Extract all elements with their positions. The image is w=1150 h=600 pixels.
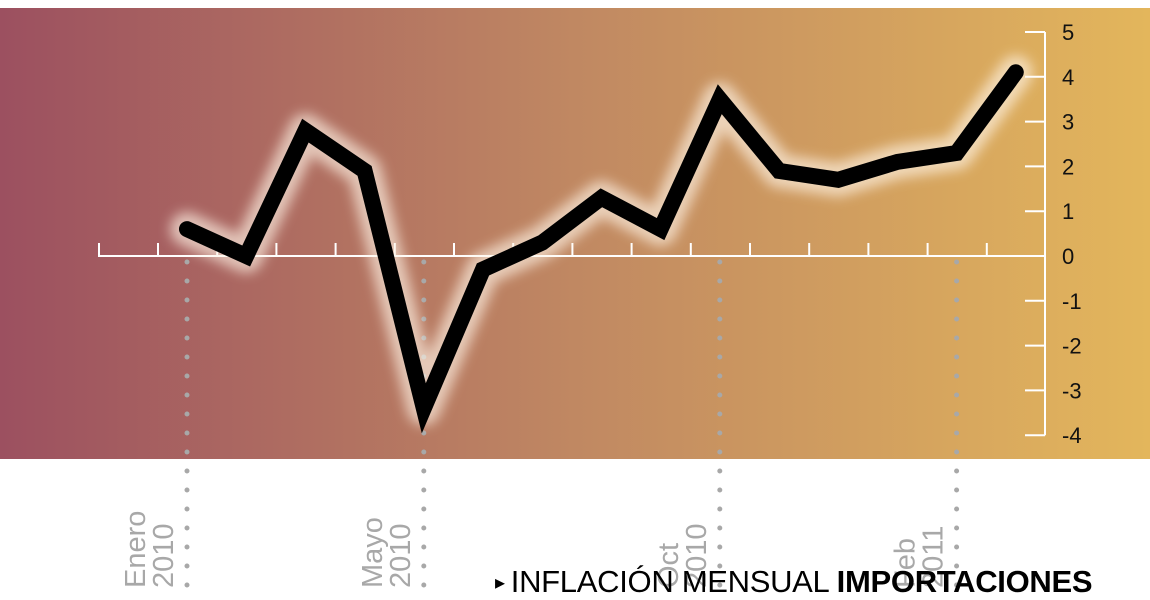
data-point <box>719 98 721 100</box>
y-tick-label: -2 <box>1062 334 1082 359</box>
chart-title: ▸ INFLACIÓN MENSUAL IMPORTACIONES <box>495 564 1093 600</box>
data-point <box>423 407 425 409</box>
x-label-year: 2011 <box>918 526 950 588</box>
x-label-month: Mayo <box>357 517 389 588</box>
data-point <box>837 179 839 181</box>
y-tick-label: -3 <box>1062 378 1082 403</box>
data-point <box>660 228 662 230</box>
data-point <box>304 130 306 132</box>
y-tick-label: -4 <box>1062 423 1082 448</box>
y-tick-label: 3 <box>1062 110 1074 135</box>
title-marker-icon: ▸ <box>495 572 505 594</box>
data-point <box>186 228 188 230</box>
x-label-year: 2010 <box>681 523 713 588</box>
data-point <box>364 170 366 172</box>
data-point <box>1015 71 1017 73</box>
title-emphasis: IMPORTACIONES <box>836 564 1093 599</box>
y-tick-label: 2 <box>1062 154 1074 179</box>
data-point <box>600 197 602 199</box>
x-label-year: 2010 <box>385 523 417 588</box>
y-tick-label: 4 <box>1062 65 1074 90</box>
y-tick-label: 5 <box>1062 20 1074 45</box>
data-point <box>778 170 780 172</box>
x-label-month: Oct <box>653 543 685 588</box>
data-point <box>896 161 898 163</box>
x-label-month: Feb <box>890 538 922 588</box>
data-point <box>541 242 543 244</box>
x-label-year: 2010 <box>148 523 180 588</box>
y-tick-label: 1 <box>1062 199 1074 224</box>
y-tick-label: -1 <box>1062 289 1082 314</box>
y-tick-label: 0 <box>1062 244 1074 269</box>
x-label-month: Enero <box>120 511 152 588</box>
data-point <box>482 268 484 270</box>
data-point <box>245 255 247 257</box>
title-prefix: INFLACIÓN MENSUAL <box>510 564 829 599</box>
data-point <box>956 152 958 154</box>
